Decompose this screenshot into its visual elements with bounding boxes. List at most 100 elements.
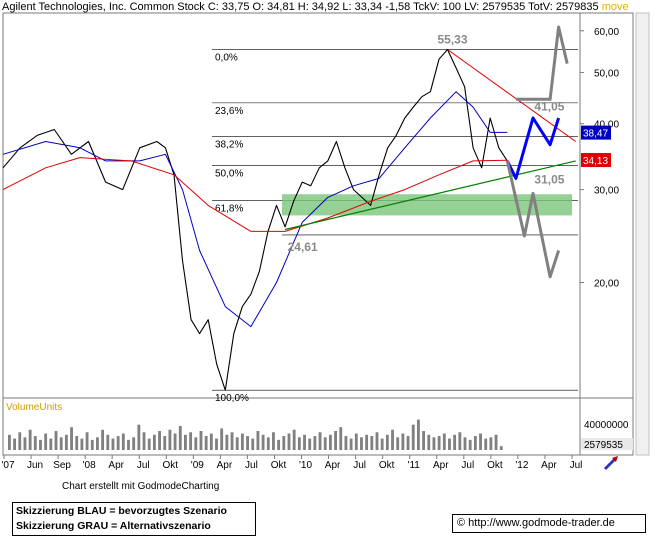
volume-bar bbox=[147, 438, 151, 450]
volume-bar bbox=[354, 433, 358, 450]
volume-bar bbox=[33, 436, 37, 450]
volume-bar bbox=[199, 431, 203, 450]
support-zone bbox=[282, 194, 572, 216]
price-tag-label: 38,47 bbox=[583, 129, 608, 140]
volume-bar bbox=[416, 419, 420, 450]
volume-label: VolumeUnits bbox=[6, 402, 62, 413]
volume-bar bbox=[225, 434, 229, 450]
series-resistance bbox=[447, 49, 576, 142]
volume-bar bbox=[365, 434, 369, 450]
chart-header: Agilent Technologies, Inc. Common Stock … bbox=[2, 1, 629, 13]
volume-bar bbox=[463, 437, 467, 450]
volume-bar bbox=[297, 437, 301, 450]
volume-bar bbox=[494, 434, 498, 450]
series-scenario-grey bbox=[505, 160, 561, 279]
volume-bar bbox=[230, 432, 234, 450]
volume-bar bbox=[406, 436, 410, 450]
x-tick-label: Jul bbox=[461, 460, 474, 471]
volume-bar bbox=[401, 433, 405, 450]
volume-bar bbox=[318, 432, 322, 450]
fib-level-label: 0,0% bbox=[215, 52, 238, 63]
volume-bar bbox=[8, 434, 11, 450]
x-tick-label: '12 bbox=[515, 460, 528, 471]
volume-bar bbox=[173, 433, 177, 450]
annotation-label: 31,05 bbox=[534, 173, 564, 187]
series-scenario-grey-top bbox=[515, 25, 569, 101]
volume-bar bbox=[13, 438, 17, 450]
series-trendline bbox=[284, 160, 576, 231]
x-tick-label: Apr bbox=[108, 460, 124, 471]
volume-bar bbox=[261, 434, 265, 450]
volume-bar bbox=[437, 436, 441, 450]
volume-bar bbox=[101, 429, 105, 450]
volume-bar bbox=[28, 429, 32, 450]
legend-grey: Skizzierung GRAU = Alternativszenario bbox=[16, 520, 211, 532]
volume-bar bbox=[189, 432, 193, 450]
volume-bar bbox=[380, 438, 384, 450]
volume-bar bbox=[152, 434, 156, 450]
volume-bar bbox=[442, 433, 446, 450]
zoom-icon[interactable] bbox=[604, 456, 618, 470]
volume-bar bbox=[44, 433, 48, 450]
volume-bar bbox=[49, 438, 53, 450]
fib-level-label: 50,0% bbox=[215, 169, 243, 180]
fib-level-label: 23,6% bbox=[215, 106, 243, 117]
volume-bar bbox=[39, 439, 42, 450]
volume-bar bbox=[220, 428, 224, 450]
volume-bar bbox=[127, 439, 130, 450]
volume-bar bbox=[64, 434, 68, 450]
volume-bar bbox=[422, 431, 426, 450]
x-tick-label: Jun bbox=[27, 460, 43, 471]
fib-level-label: 61,8% bbox=[215, 204, 243, 215]
x-tick-label: Jul bbox=[570, 460, 583, 471]
volume-bar bbox=[391, 429, 394, 450]
price-tag bbox=[581, 125, 611, 140]
volume-bar bbox=[251, 438, 255, 450]
volume-bar bbox=[215, 438, 218, 450]
volume-bar bbox=[178, 425, 182, 450]
volume-bar bbox=[344, 436, 348, 450]
volume-bar bbox=[427, 434, 431, 450]
price-tag bbox=[581, 153, 611, 168]
volume-bar bbox=[96, 437, 99, 450]
volume-bar bbox=[432, 437, 436, 450]
zone-layer bbox=[282, 194, 572, 216]
x-tick-label: Okt bbox=[487, 460, 503, 471]
series-ma-short bbox=[2, 91, 508, 328]
annotation-label: 24,61 bbox=[288, 240, 318, 254]
volume-bar bbox=[411, 424, 415, 450]
volume-bar bbox=[313, 436, 317, 450]
x-tick-label: '08 bbox=[83, 460, 96, 471]
source-url-box[interactable]: © http://www.godmode-trader.de bbox=[452, 514, 646, 533]
volume-bar bbox=[204, 436, 208, 450]
instrument-name: Agilent Technologies, Inc. Common Stock bbox=[2, 1, 205, 13]
volume-bar bbox=[458, 432, 462, 450]
scrollbar bbox=[635, 12, 650, 456]
source-url[interactable]: http://www.godmode-trader.de bbox=[468, 517, 615, 529]
series-ma-long bbox=[2, 157, 508, 232]
y-tick-label: 30,00 bbox=[594, 186, 619, 197]
volume-bar bbox=[360, 437, 363, 450]
y-tick-label: 60,00 bbox=[594, 27, 619, 38]
x-tick-label: Okt bbox=[163, 460, 179, 471]
volume-bar bbox=[308, 438, 312, 450]
volume-layer bbox=[8, 419, 503, 450]
volume-bar bbox=[246, 436, 249, 450]
x-tick-label: Apr bbox=[217, 460, 233, 471]
volume-bar bbox=[132, 437, 136, 450]
x-tick-label: Jul bbox=[353, 460, 366, 471]
x-tick-label: Apr bbox=[541, 460, 557, 471]
volume-bar bbox=[385, 434, 389, 450]
x-tick-label: Okt bbox=[271, 460, 287, 471]
volume-bar bbox=[116, 436, 120, 450]
volume-bar bbox=[287, 433, 291, 450]
volume-bar bbox=[70, 427, 73, 450]
grid-layer: 20,00 30,00 40,00 50,00 60,00 '07 Jun Sep '08 Apr… bbox=[1, 27, 619, 471]
volume-bar bbox=[168, 429, 172, 450]
x-tick-label: Okt bbox=[379, 460, 395, 471]
series-scenario-blue bbox=[505, 116, 561, 180]
volume-bar bbox=[75, 436, 79, 450]
x-tick-label: Apr bbox=[433, 460, 449, 471]
volume-bar bbox=[85, 432, 89, 450]
volume-bar bbox=[240, 433, 244, 450]
